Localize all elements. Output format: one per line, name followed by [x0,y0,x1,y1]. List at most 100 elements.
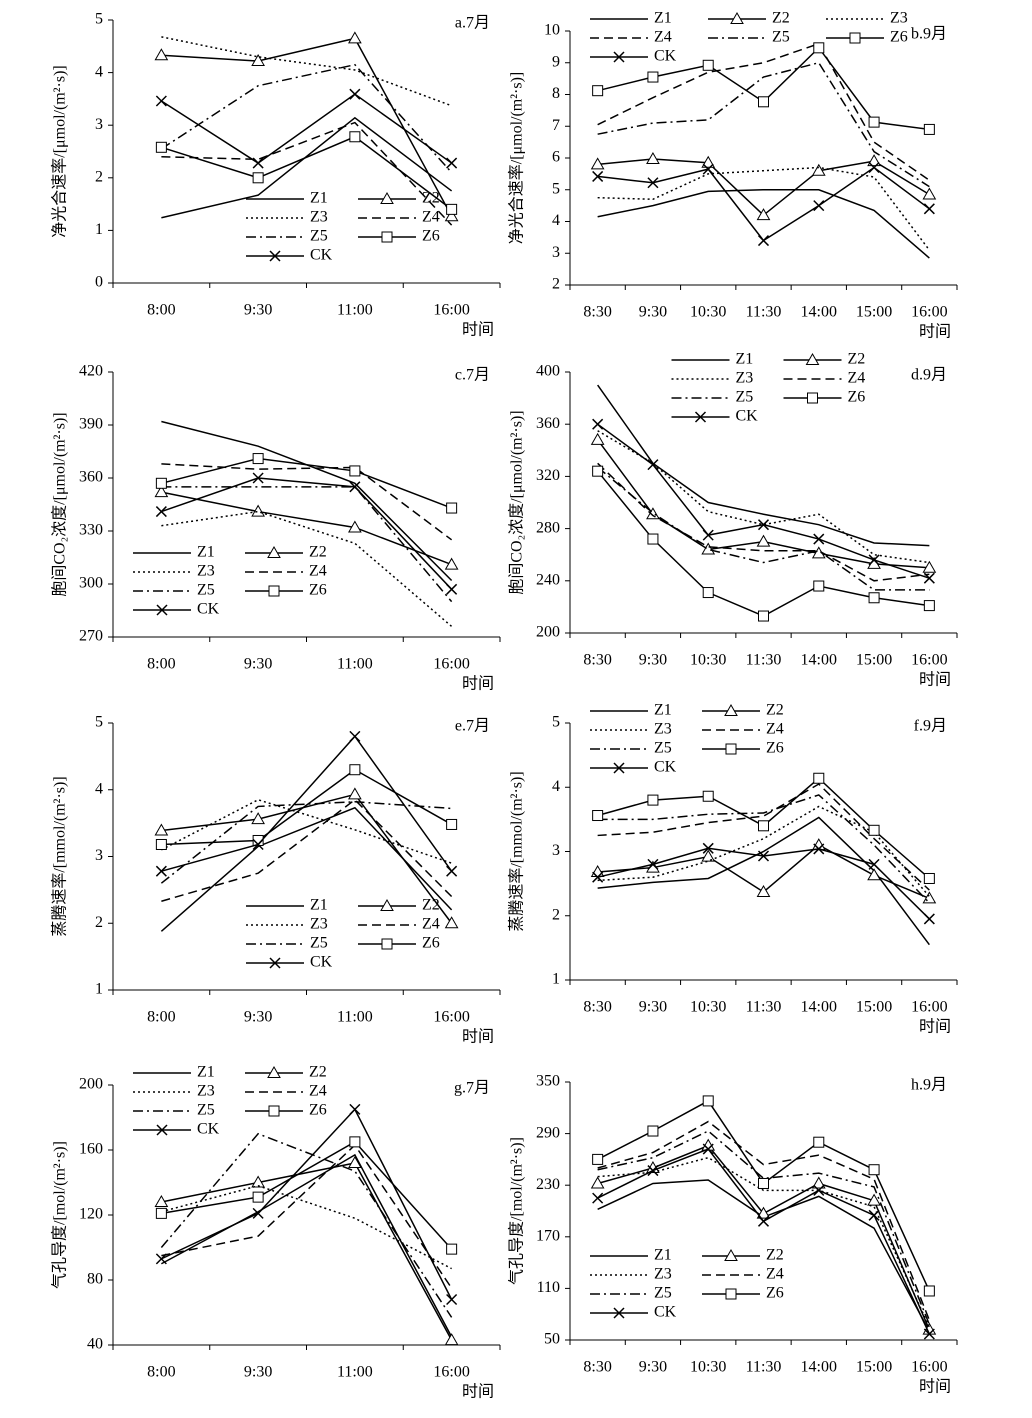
y-tick-label: 1 [552,971,560,988]
series-line [160,806,453,932]
marker-x [813,843,825,855]
series-line [161,491,452,566]
series-line [597,783,930,891]
y-tick-label: 350 [536,1073,560,1090]
marker-square [592,810,604,822]
x-axis-label: 时间 [919,1378,951,1396]
x-axis-label: 时间 [462,1028,494,1046]
y-tick-label: 5 [95,714,103,731]
panel: 2 3 4 5 6 7 8 9 10 8:30 9:30 10:30 11:30 14:00 15:00 16… [508,10,958,341]
marker-triangle [251,812,265,825]
marker-square [349,131,361,143]
y-tick-label: 270 [79,628,103,645]
y-tick-label: 1 [95,981,103,998]
series-line [597,384,930,547]
marker-x [702,842,714,854]
marker-square [268,1105,280,1117]
y-axis-label: 胞间CO₂浓度/[μmol/(m²·s)] [508,410,526,594]
y-tick-label: 160 [79,1141,103,1158]
marker-triangle [811,163,826,176]
marker-triangle [380,191,394,204]
x-axis-label: 时间 [919,1018,951,1036]
y-tick-label: 5 [552,180,560,197]
marker-square [758,610,769,622]
legend-label: Z3 [197,1083,215,1100]
marker-triangle [348,31,362,44]
series-line [597,42,930,181]
marker-x [813,200,825,212]
series-line [161,798,453,902]
legend-label: Z2 [766,702,784,719]
legend-label: Z6 [309,1102,327,1119]
y-tick-label: 170 [536,1227,560,1244]
marker-square [155,477,167,489]
x-tick-label: 16:00 [433,302,469,319]
legend-label: Z5 [772,29,790,46]
y-tick-label: 10 [544,22,560,39]
series-line [161,1143,453,1289]
x-axis-label: 时间 [462,321,494,339]
legend-label: Z2 [309,1064,327,1081]
marker-x [252,472,264,484]
panel-title: b.9月 [911,26,947,43]
marker-triangle [154,485,169,498]
series-line [161,798,452,864]
series-line [161,768,452,846]
legend-label: Z5 [197,1102,215,1119]
series-line [597,1130,931,1325]
panel: 50 110 170 230 290 350 8:30 9:30 10:30 11:30 14:00… [508,1073,958,1396]
x-tick-label: 16:00 [433,1364,469,1381]
marker-square [381,938,393,950]
marker-square [446,502,458,514]
x-tick-label: 11:30 [746,999,782,1016]
marker-x [757,1215,770,1227]
legend-label: Z6 [766,740,784,757]
panel-title: a.7月 [455,15,490,32]
y-tick-label: 0 [95,274,103,291]
x-tick-label: 11:00 [337,656,373,673]
x-tick-label: 14:00 [801,304,837,321]
marker-square [923,600,935,612]
legend-label: CK [310,954,333,971]
marker-square [725,1288,737,1300]
marker-square [592,1153,604,1165]
marker-x [156,604,168,616]
legend-label: Z5 [310,228,328,245]
x-tick-label: 15:00 [856,304,892,321]
marker-triangle [590,432,605,445]
y-tick-label: 4 [552,778,560,795]
marker-x [269,957,281,969]
y-axis-label: 蒸腾速率/[mmol/(m²·s)] [51,776,69,936]
marker-x [647,177,659,189]
x-tick-label: 10:30 [690,304,726,321]
legend-label: Z1 [197,1064,215,1081]
legend-label: CK [197,1121,220,1138]
legend-label: Z6 [422,228,440,245]
x-axis-label: 时间 [919,323,951,341]
legend-label: Z3 [197,563,215,580]
legend-label: Z3 [310,209,328,226]
y-axis-label: 净光合速率/[μmol/(m²·s)] [51,65,69,237]
y-tick-label: 420 [79,363,103,380]
marker-square [725,743,737,755]
marker-triangle [922,187,937,200]
series-line [161,1162,453,1341]
marker-x [155,1253,167,1265]
x-tick-label: 11:30 [746,652,782,669]
marker-square [381,231,393,243]
x-tick-label: 11:30 [746,1359,782,1376]
y-tick-label: 3 [95,116,103,133]
series-line [161,1140,453,1250]
legend-label: Z2 [309,544,327,561]
y-tick-label: 110 [537,1279,560,1296]
x-tick-label: 9:30 [639,999,667,1016]
panel-title: e.7月 [455,718,490,735]
series-line [160,63,453,174]
series-line [597,1148,931,1335]
marker-x [446,1293,458,1306]
marker-square [268,585,280,597]
series-line [597,61,930,188]
series-line [597,462,930,582]
legend-label: Z2 [422,190,440,207]
